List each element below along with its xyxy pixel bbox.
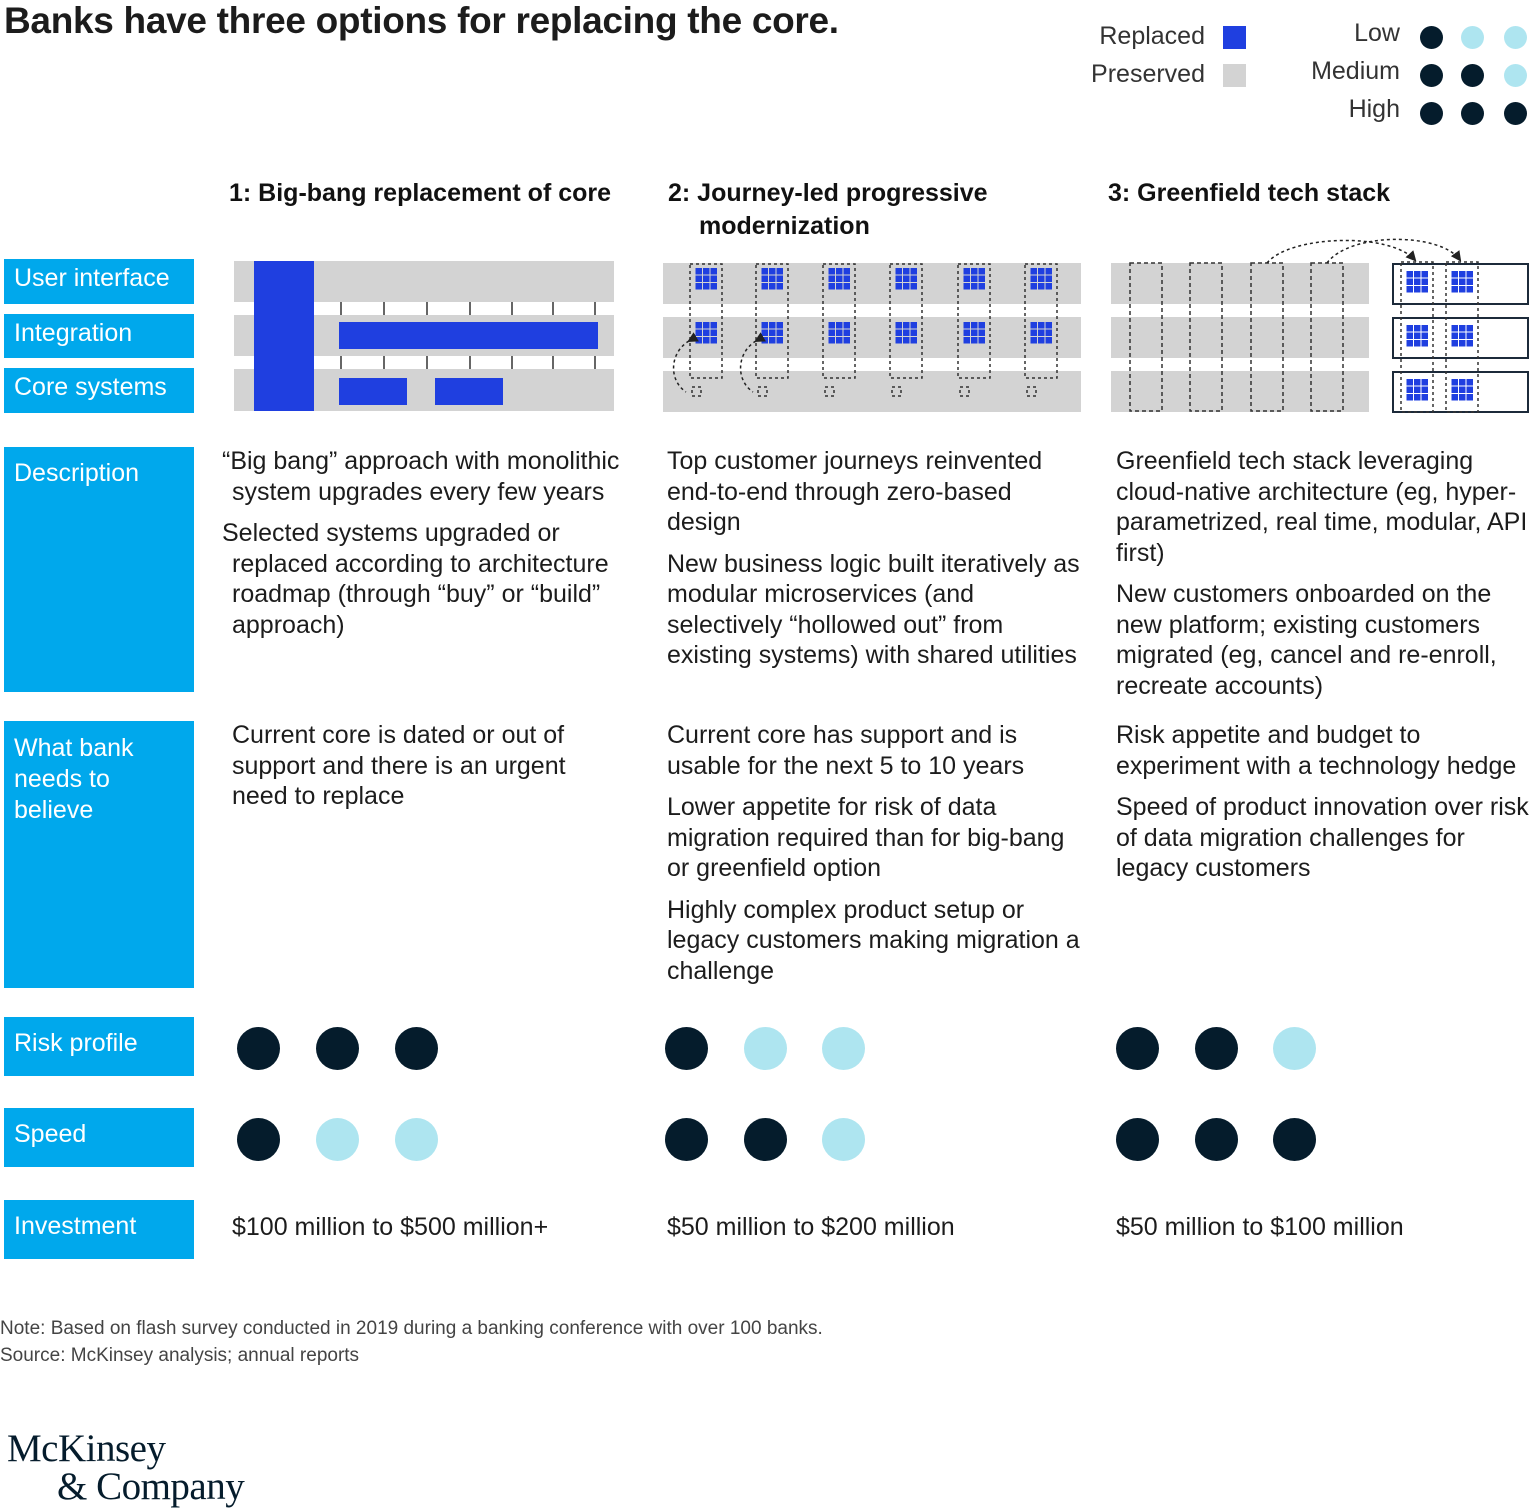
- risk-dot-big-bang-2: [315, 1026, 359, 1070]
- legend-level-medium: Medium: [1311, 57, 1400, 85]
- speed-dot-journey-led-3: [821, 1117, 865, 1161]
- journey-module-grid-mid-3: [828, 322, 850, 344]
- investment-journey-led: $50 million to $200 million: [667, 1213, 955, 1241]
- description-greenfield: Greenfield tech stack leveraging cloud-n…: [1116, 447, 1528, 700]
- mckinsey-logo: McKinsey & Company: [7, 1427, 245, 1508]
- footnote-source: Source: McKinsey analysis; annual report…: [0, 1345, 360, 1366]
- legend-preserved-swatch: [1223, 64, 1246, 87]
- speed-dot-big-bang-2: [315, 1117, 359, 1161]
- column-heading-journey-led: 2: Journey-led progressive modernization: [668, 179, 988, 240]
- diagram-big-bang: [234, 261, 614, 411]
- row-label-investment: Investment: [4, 1200, 194, 1259]
- architecture-diagrams: [234, 238, 1529, 413]
- row-label-what-bank-needs-to-believe: What bank needs to believe: [4, 721, 194, 988]
- journey-module-grid-top-4: [895, 268, 917, 290]
- column-heading-big-bang: 1: Big-bang replacement of core: [229, 179, 612, 207]
- description-big-bang: “Big bang” approach with monolithic syst…: [222, 447, 620, 639]
- believe-journey-led: Current core has support and is usable f…: [667, 721, 1080, 985]
- diagram-greenfield: [1111, 238, 1529, 413]
- greenfield-module-grid-2-2: [1451, 325, 1473, 347]
- legend-low-dot-1: [1419, 25, 1443, 49]
- speed-dot-journey-led-1: [664, 1117, 708, 1161]
- investment-big-bang: $100 million to $500 million+: [232, 1213, 549, 1241]
- page-title: Banks have three options for replacing t…: [4, 0, 839, 41]
- journey-module-grid-top-1: [695, 268, 717, 290]
- journey-module-grid-mid-6: [1030, 322, 1052, 344]
- journey-module-grid-top-3: [828, 268, 850, 290]
- risk-dot-greenfield-1: [1115, 1026, 1159, 1070]
- legend-low-dot-3: [1503, 25, 1527, 49]
- greenfield-module-1: [1400, 261, 1434, 413]
- legend-high-dot-3: [1503, 101, 1527, 125]
- journey-module-stub-6: [1026, 386, 1037, 397]
- legend-high-dot-1: [1419, 101, 1443, 125]
- journey-module-6: [1024, 263, 1058, 379]
- journey-module-stub-1: [691, 386, 702, 397]
- legend-low-dot-2: [1460, 25, 1484, 49]
- journey-module-grid-mid-1: [695, 322, 717, 344]
- greenfield-module-grid-2-1: [1451, 271, 1473, 293]
- speed-dot-greenfield-3: [1272, 1117, 1316, 1161]
- journey-module-stub-2: [757, 386, 768, 397]
- legend-medium-dot-2: [1460, 63, 1484, 87]
- investment-greenfield: $50 million to $100 million: [1116, 1213, 1404, 1241]
- legend-level-low: Low: [1354, 19, 1400, 47]
- journey-module-5: [957, 263, 991, 379]
- speed-dot-greenfield-2: [1194, 1117, 1238, 1161]
- speed-dot-journey-led-2: [743, 1117, 787, 1161]
- journey-module-stub-5: [959, 386, 970, 397]
- journey-module-grid-top-6: [1030, 268, 1052, 290]
- description-journey-led: Top customer journeys reinvented end-to-…: [667, 447, 1080, 669]
- speed-dot-big-bang-1: [236, 1117, 280, 1161]
- risk-dot-big-bang-1: [236, 1026, 280, 1070]
- journey-module-2: [755, 263, 789, 379]
- legend-replaced-label: Replaced: [1099, 22, 1205, 50]
- row-label-user-interface: User interface: [4, 259, 194, 304]
- legend-preserved-label: Preserved: [1091, 60, 1205, 88]
- journey-module-1: [689, 263, 723, 379]
- journey-module-grid-top-5: [963, 268, 985, 290]
- journey-module-grid-mid-2: [761, 322, 783, 344]
- row-label-speed: Speed: [4, 1108, 194, 1167]
- legend-medium-dot-1: [1419, 63, 1443, 87]
- risk-dot-big-bang-3: [394, 1026, 438, 1070]
- journey-module-stub-3: [824, 386, 835, 397]
- row-label-integration: Integration: [4, 314, 194, 358]
- journey-module-4: [889, 263, 923, 379]
- row-label-description: Description: [4, 447, 194, 692]
- journey-module-grid-mid-5: [963, 322, 985, 344]
- footnote-note: Note: Based on flash survey conducted in…: [0, 1318, 823, 1339]
- risk-dot-greenfield-2: [1194, 1026, 1238, 1070]
- journey-module-stub-4: [891, 386, 902, 397]
- journey-module-grid-mid-4: [895, 322, 917, 344]
- column-heading-greenfield: 3: Greenfield tech stack: [1108, 179, 1391, 207]
- risk-dot-greenfield-3: [1272, 1026, 1316, 1070]
- believe-big-bang: Current core is dated or out of support …: [232, 721, 566, 810]
- legend-replaced-swatch: [1223, 26, 1246, 49]
- greenfield-module-2: [1445, 261, 1479, 413]
- row-label-risk-profile: Risk profile: [4, 1017, 194, 1076]
- risk-dot-journey-led-1: [664, 1026, 708, 1070]
- row-label-core-systems: Core systems: [4, 368, 194, 413]
- risk-dot-journey-led-3: [821, 1026, 865, 1070]
- believe-greenfield: Risk appetite and budget to experiment w…: [1116, 721, 1529, 882]
- greenfield-module-grid-1-3: [1406, 379, 1428, 401]
- legend-level-high: High: [1348, 95, 1400, 123]
- greenfield-module-grid-1-2: [1406, 325, 1428, 347]
- speed-dot-greenfield-1: [1115, 1117, 1159, 1161]
- greenfield-module-grid-1-1: [1406, 271, 1428, 293]
- journey-module-grid-top-2: [761, 268, 783, 290]
- greenfield-module-grid-2-3: [1451, 379, 1473, 401]
- legend-high-dot-2: [1460, 101, 1484, 125]
- legend-medium-dot-3: [1503, 63, 1527, 87]
- speed-dot-big-bang-3: [394, 1117, 438, 1161]
- journey-module-3: [822, 263, 856, 379]
- risk-dot-journey-led-2: [743, 1026, 787, 1070]
- diagram-journey-led: [663, 263, 1081, 412]
